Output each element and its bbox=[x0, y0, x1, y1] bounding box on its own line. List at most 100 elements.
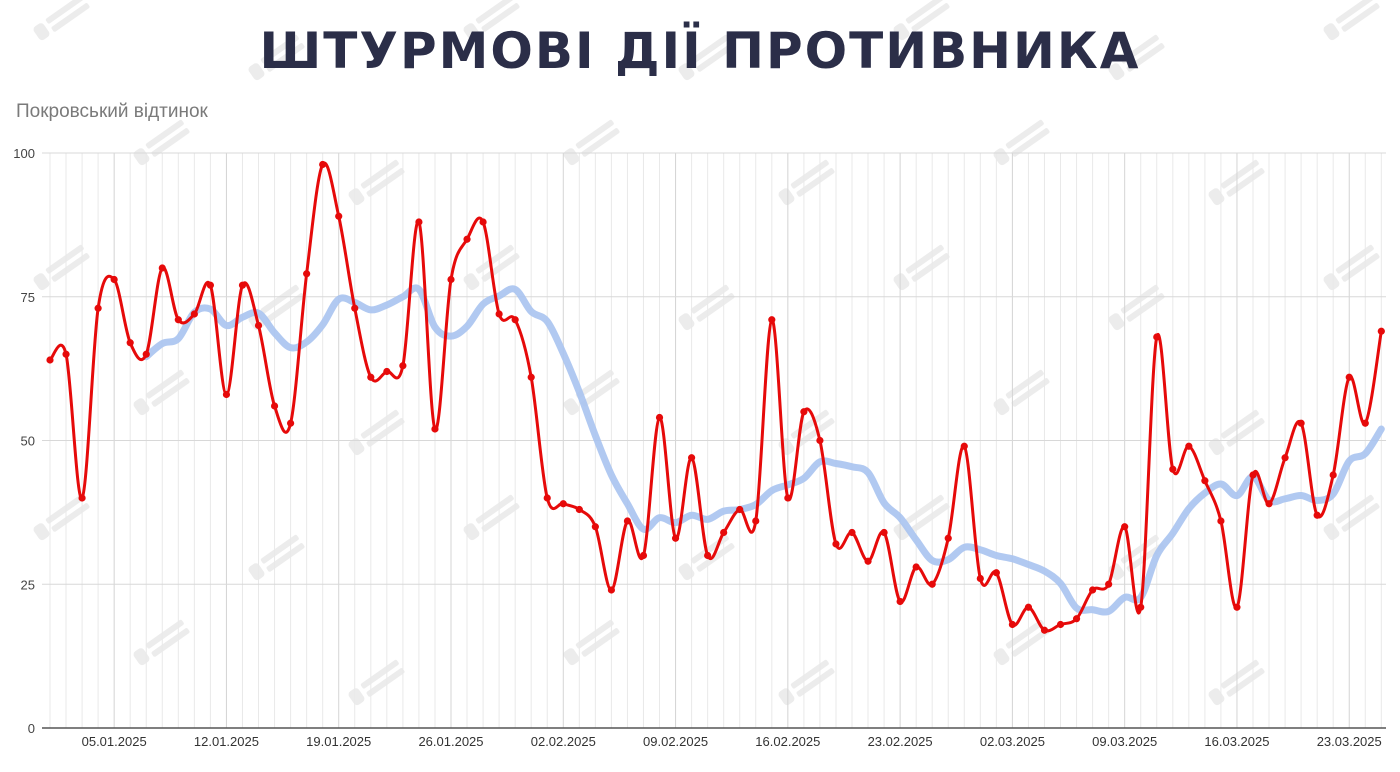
watermark-shape bbox=[1323, 273, 1340, 291]
watermark-shape bbox=[1341, 3, 1380, 32]
watermark-shape bbox=[260, 534, 299, 564]
watermark-shape bbox=[481, 503, 520, 532]
data-point bbox=[607, 586, 616, 594]
watermark-shape bbox=[348, 188, 365, 206]
data-point bbox=[206, 281, 214, 289]
x-tick-label: 09.03.2025 bbox=[1092, 734, 1157, 749]
data-point bbox=[1008, 620, 1017, 629]
watermark-shape bbox=[1341, 503, 1380, 532]
y-axis: 0 25 50 75 100 bbox=[13, 146, 35, 736]
data-point bbox=[655, 413, 664, 422]
watermark-shape bbox=[260, 284, 299, 314]
watermark-shape bbox=[1220, 159, 1259, 189]
watermark-logo bbox=[133, 119, 190, 166]
watermark-logo bbox=[1108, 34, 1165, 81]
watermark-logo bbox=[1323, 244, 1380, 291]
x-tick-label: 19.01.2025 bbox=[306, 734, 371, 749]
data-point bbox=[1024, 603, 1033, 611]
watermark-shape bbox=[581, 628, 620, 657]
watermark-shape bbox=[266, 293, 305, 322]
watermark-shape bbox=[51, 3, 90, 32]
watermark-shape bbox=[248, 563, 265, 581]
watermark-logo bbox=[133, 369, 190, 416]
watermark-logo bbox=[463, 494, 520, 541]
watermark-shape bbox=[993, 148, 1010, 166]
watermark-shape bbox=[1011, 378, 1050, 407]
data-point bbox=[254, 321, 263, 330]
watermark-shape bbox=[366, 418, 405, 447]
x-tick-label: 09.02.2025 bbox=[643, 734, 708, 749]
watermark-shape bbox=[475, 244, 514, 274]
data-point bbox=[62, 350, 70, 358]
data-point bbox=[736, 505, 744, 514]
watermark-shape bbox=[145, 369, 184, 399]
chart-title: ШТУРМОВІ ДІЇ ПРОТИВНИКА bbox=[259, 22, 1141, 80]
watermark-shape bbox=[778, 438, 795, 456]
watermark-shape bbox=[905, 494, 944, 524]
data-point bbox=[928, 580, 936, 588]
data-point bbox=[1249, 471, 1257, 479]
x-axis: 05.01.2025 12.01.2025 19.01.2025 26.01.2025… bbox=[82, 734, 1382, 749]
watermark-shape bbox=[475, 494, 514, 524]
data-point bbox=[639, 551, 648, 560]
watermark-shape bbox=[248, 63, 265, 81]
watermark-shape bbox=[145, 119, 184, 149]
watermark-shape bbox=[348, 438, 365, 456]
watermark-shape bbox=[575, 369, 614, 399]
watermark-shape bbox=[33, 273, 50, 291]
data-point bbox=[832, 540, 840, 548]
watermark-shape bbox=[905, 0, 944, 24]
watermark-logo bbox=[993, 119, 1050, 166]
data-point bbox=[1265, 500, 1273, 508]
x-tick-label: 23.02.2025 bbox=[868, 734, 933, 749]
data-point bbox=[78, 494, 86, 502]
data-point bbox=[1361, 419, 1369, 427]
data-point bbox=[1056, 620, 1065, 629]
data-point bbox=[1233, 603, 1241, 611]
data-point bbox=[447, 275, 455, 284]
watermark-logo bbox=[348, 159, 405, 206]
data-point bbox=[415, 218, 423, 226]
data-point bbox=[992, 569, 1000, 577]
watermark-shape bbox=[796, 168, 835, 197]
data-point bbox=[704, 551, 712, 560]
watermark-shape bbox=[696, 293, 735, 322]
data-point bbox=[720, 528, 728, 537]
watermark-shape bbox=[678, 563, 695, 581]
data-point bbox=[495, 310, 503, 318]
data-point bbox=[319, 160, 327, 169]
watermark-shape bbox=[45, 0, 84, 24]
data-point bbox=[511, 316, 519, 324]
watermark-shape bbox=[678, 63, 695, 81]
data-point bbox=[335, 212, 343, 220]
watermark-shape bbox=[151, 628, 190, 657]
watermark-shape bbox=[563, 398, 580, 416]
watermark-logo bbox=[248, 34, 305, 81]
watermark-shape bbox=[463, 273, 480, 291]
watermark-shape bbox=[1323, 523, 1340, 541]
data-point bbox=[543, 494, 551, 502]
watermark-shape bbox=[151, 378, 190, 407]
data-point bbox=[1072, 615, 1081, 623]
data-point bbox=[1121, 523, 1129, 531]
watermark-logo bbox=[1108, 284, 1165, 331]
watermark-logo bbox=[248, 534, 305, 581]
data-point bbox=[431, 425, 439, 433]
watermark-logo bbox=[778, 159, 835, 206]
watermark-logo bbox=[33, 0, 90, 41]
watermark-shape bbox=[1335, 244, 1374, 274]
watermark-shape bbox=[145, 619, 184, 649]
watermark-shape bbox=[51, 253, 90, 282]
watermark-logo bbox=[993, 619, 1050, 666]
moving-average-line bbox=[142, 284, 1385, 616]
watermark-shape bbox=[463, 523, 480, 541]
data-point bbox=[1297, 419, 1305, 427]
data-point bbox=[1217, 517, 1225, 525]
data-point bbox=[46, 356, 54, 364]
watermark-shape bbox=[1226, 668, 1265, 697]
data-point bbox=[367, 373, 375, 381]
watermark-shape bbox=[778, 688, 795, 706]
watermark-shape bbox=[581, 128, 620, 157]
watermark-shape bbox=[911, 503, 950, 532]
data-point bbox=[880, 528, 888, 537]
